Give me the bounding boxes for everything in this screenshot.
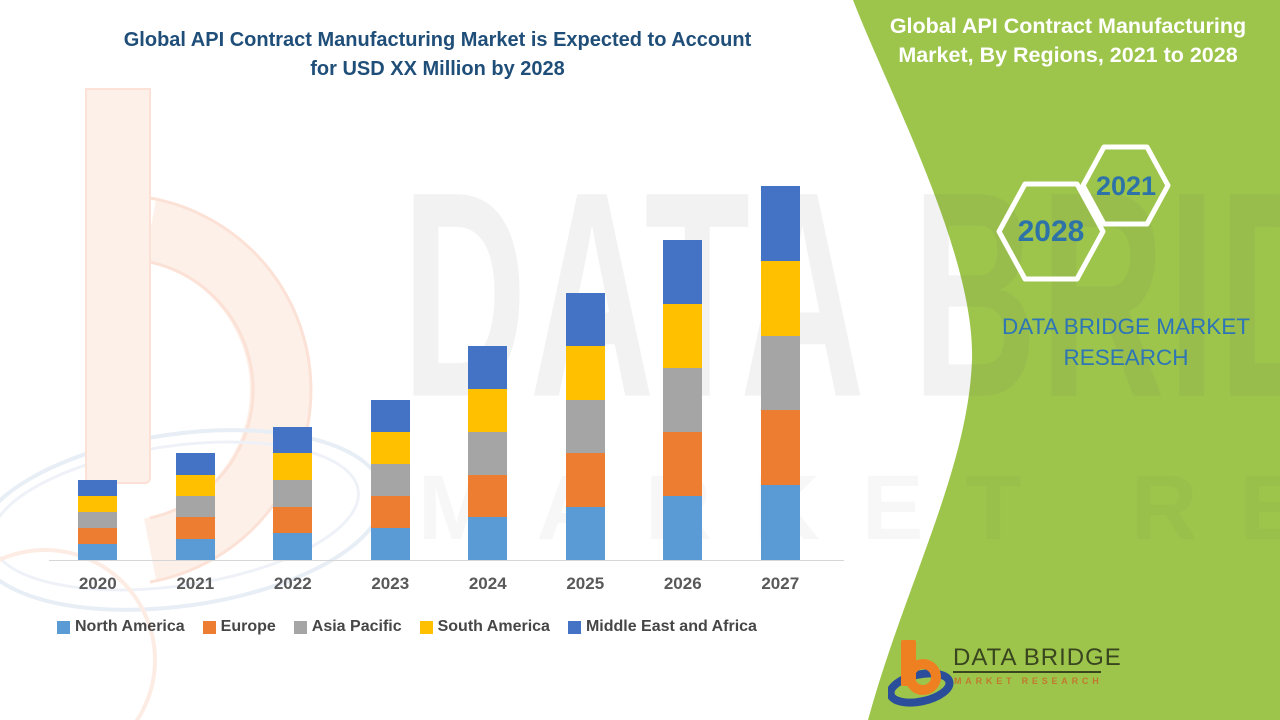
legend-item-middle-east-and-africa: Middle East and Africa (567, 618, 757, 636)
bar-2022 (273, 426, 313, 561)
segment-south-america (370, 431, 410, 464)
segment-asia-pacific (663, 367, 703, 432)
legend-item-north-america: North America (57, 618, 185, 636)
bar-2025 (565, 293, 605, 560)
logo-tagline: MARKET RESEARCH (954, 676, 1103, 686)
legend-label: Europe (220, 618, 276, 635)
bar-2026 (663, 239, 703, 560)
logo-name: DATA BRIDGE (953, 644, 1122, 671)
x-axis-label-2023: 2023 (371, 574, 410, 593)
segment-middle-east-and-africa (468, 346, 508, 390)
segment-asia-pacific (370, 463, 410, 496)
x-axis-label-2022: 2022 (273, 574, 312, 593)
segment-north-america (663, 495, 703, 560)
watermark-bowl-outer-edge (149, 196, 313, 584)
x-axis-label-2027: 2027 (761, 574, 800, 593)
legend-swatch-icon (419, 621, 433, 634)
x-axis-label-2020: 2020 (78, 574, 117, 593)
legend-label: North America (75, 618, 185, 635)
segment-middle-east-and-africa (78, 479, 118, 496)
bar-2021 (175, 453, 215, 560)
x-axis-label-2024: 2024 (468, 574, 507, 593)
bar-2027 (760, 186, 800, 560)
segment-asia-pacific (78, 511, 118, 528)
segment-north-america (273, 533, 313, 560)
legend-swatch-icon (567, 621, 581, 634)
chart-legend: North America Europe Asia Pacific South Ame… (57, 618, 757, 636)
segment-europe (663, 431, 703, 496)
green-panel-shape (853, 0, 1280, 720)
segment-middle-east-and-africa (370, 399, 410, 432)
hexagon-year-2021: 2021 (1095, 171, 1157, 201)
bar-2024 (468, 346, 508, 560)
segment-north-america (78, 543, 118, 560)
segment-south-america (565, 346, 605, 400)
segment-north-america (175, 538, 215, 560)
panel-title: Global API Contract Manufacturing Market… (889, 14, 1247, 67)
legend-label: South America (437, 618, 550, 635)
segment-europe (760, 410, 800, 486)
x-axis-label-2026: 2026 (663, 574, 702, 593)
segment-south-america (78, 495, 118, 512)
segment-asia-pacific (760, 335, 800, 411)
legend-item-asia-pacific: Asia Pacific (293, 618, 402, 636)
segment-europe (468, 474, 508, 518)
legend-item-europe: Europe (202, 618, 276, 636)
segment-north-america (760, 485, 800, 560)
legend-label: Middle East and Africa (585, 618, 757, 635)
hexagon-year-2028: 2028 (1017, 215, 1085, 248)
segment-middle-east-and-africa (760, 186, 800, 261)
bar-2023 (370, 399, 410, 560)
segment-south-america (468, 389, 508, 432)
segment-asia-pacific (175, 495, 215, 518)
segment-europe (565, 453, 605, 507)
logo-mark-icon (888, 640, 954, 707)
x-axis-label-2021: 2021 (176, 574, 215, 593)
watermark-small-text: MARKET RESEARCH (418, 457, 1280, 559)
watermark-swoosh-inner-icon (0, 440, 360, 592)
logo-b-bowl-icon (905, 659, 941, 695)
segment-south-america (175, 474, 215, 496)
segment-north-america (370, 527, 410, 560)
segment-asia-pacific (565, 399, 605, 454)
x-axis-line (49, 560, 844, 561)
legend-swatch-icon (293, 621, 307, 634)
logo-divider (953, 671, 1101, 673)
watermark-corner-arc (0, 548, 157, 720)
legend-swatch-icon (57, 621, 70, 634)
segment-middle-east-and-africa (565, 293, 605, 347)
segment-middle-east-and-africa (175, 453, 215, 475)
segment-europe (78, 527, 118, 544)
logo-swoosh-icon (888, 669, 954, 707)
bar-2020 (78, 479, 118, 560)
legend-swatch-icon (202, 621, 216, 634)
segment-middle-east-and-africa (663, 239, 703, 304)
segment-asia-pacific (273, 479, 313, 507)
segment-south-america (273, 453, 313, 480)
segment-europe (370, 495, 410, 528)
segment-south-america (663, 303, 703, 368)
segment-middle-east-and-africa (273, 426, 313, 454)
segment-north-america (468, 517, 508, 560)
segment-north-america (565, 506, 605, 560)
legend-item-south-america: South America (419, 618, 550, 636)
chart-title: Global API Contract Manufacturing Market… (123, 29, 752, 80)
segment-europe (273, 506, 313, 534)
segment-europe (175, 517, 215, 539)
x-axis-label-2025: 2025 (566, 574, 605, 593)
legend-label: Asia Pacific (311, 618, 402, 635)
watermark-logo-stem (85, 88, 151, 484)
segment-south-america (760, 260, 800, 336)
segment-asia-pacific (468, 431, 508, 475)
brand-wordmark: DATA BRIDGE MARKET RESEARCH (1002, 314, 1250, 370)
